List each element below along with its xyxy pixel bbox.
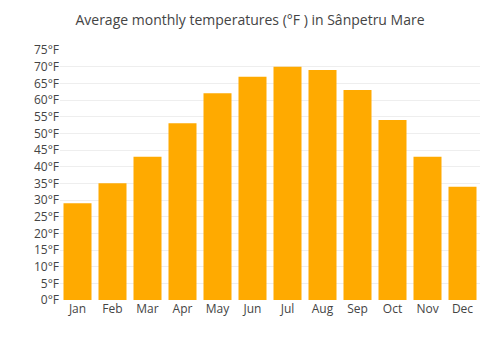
svg-text:30°F: 30°F [34,191,59,208]
svg-text:50°F: 50°F [34,125,59,142]
svg-text:10°F: 10°F [34,258,59,275]
svg-text:0°F: 0°F [41,291,59,308]
svg-text:Jul: Jul [280,300,295,317]
svg-text:Mar: Mar [136,300,158,317]
svg-text:Oct: Oct [383,300,402,317]
svg-text:70°F: 70°F [34,58,59,75]
svg-text:60°F: 60°F [34,91,59,108]
svg-text:20°F: 20°F [34,225,59,242]
svg-text:Jan: Jan [68,300,86,317]
svg-text:35°F: 35°F [34,175,59,192]
svg-text:55°F: 55°F [34,108,59,125]
svg-text:65°F: 65°F [34,75,59,92]
svg-text:Dec: Dec [452,300,473,317]
svg-text:75°F: 75°F [34,41,59,58]
svg-text:15°F: 15°F [34,241,59,258]
svg-text:Aug: Aug [312,300,334,317]
svg-text:Feb: Feb [102,300,122,317]
svg-text:May: May [206,300,230,317]
svg-text:Apr: Apr [173,300,193,317]
svg-text:5°F: 5°F [41,275,59,292]
svg-text:45°F: 45°F [34,141,59,158]
svg-text:40°F: 40°F [34,158,59,175]
svg-text:Jun: Jun [243,300,262,317]
svg-text:25°F: 25°F [34,208,59,225]
svg-text:Average monthly temperatures (: Average monthly temperatures (°F ) in Sâ… [75,10,424,29]
svg-text:Sep: Sep [347,300,368,317]
svg-text:Nov: Nov [416,300,438,317]
